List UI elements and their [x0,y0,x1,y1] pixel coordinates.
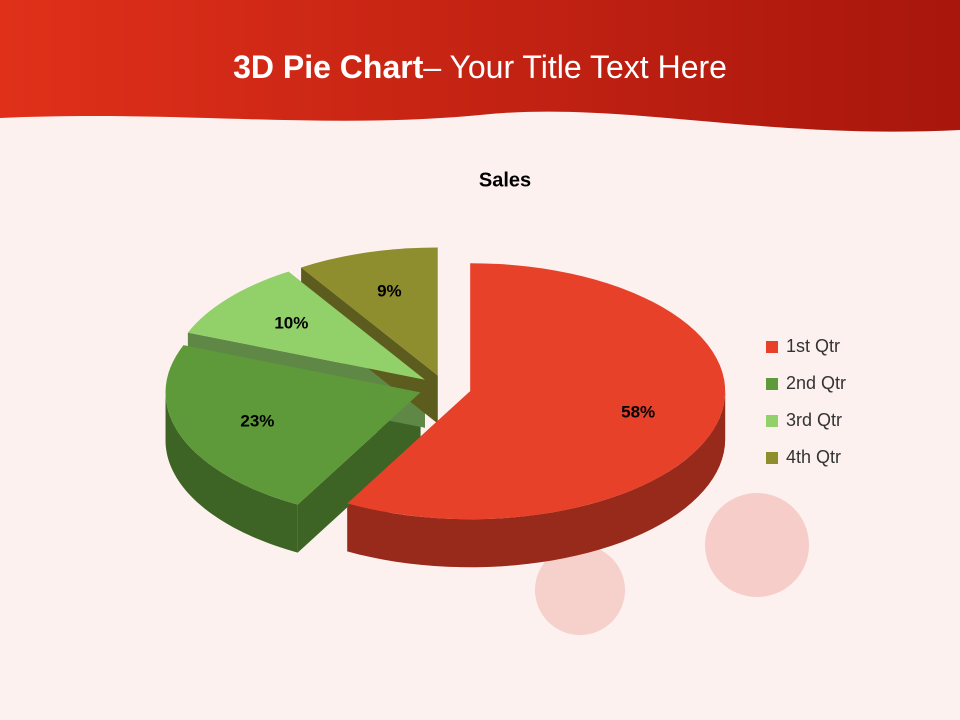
legend-swatch [766,341,778,353]
data-label: 9% [377,281,402,300]
decor [705,493,809,597]
slice [347,263,726,520]
slice-side [165,392,298,553]
chart-title: Sales [479,169,531,191]
slice [165,345,421,505]
slice-side-shade [347,391,726,568]
legend-swatch [766,415,778,427]
data-label: 10% [274,314,308,333]
decor [535,545,625,635]
slice [187,271,425,380]
slice [301,247,438,376]
slide-title: 3D Pie Chart– Your Title Text Here [233,49,727,85]
data-label: 23% [240,411,274,430]
title-rest: – Your Title Text Here [423,49,727,85]
title-bold: 3D Pie Chart [233,49,424,85]
slice-side-shade [165,392,298,553]
legend-label: 1st Qtr [786,336,840,356]
legend-label: 2nd Qtr [786,373,846,393]
header-band [0,0,960,132]
slice-side [347,391,726,568]
legend-swatch [766,452,778,464]
legend-label: 4th Qtr [786,447,841,467]
legend-swatch [766,378,778,390]
legend-label: 3rd Qtr [786,410,842,430]
data-label: 58% [621,402,655,421]
